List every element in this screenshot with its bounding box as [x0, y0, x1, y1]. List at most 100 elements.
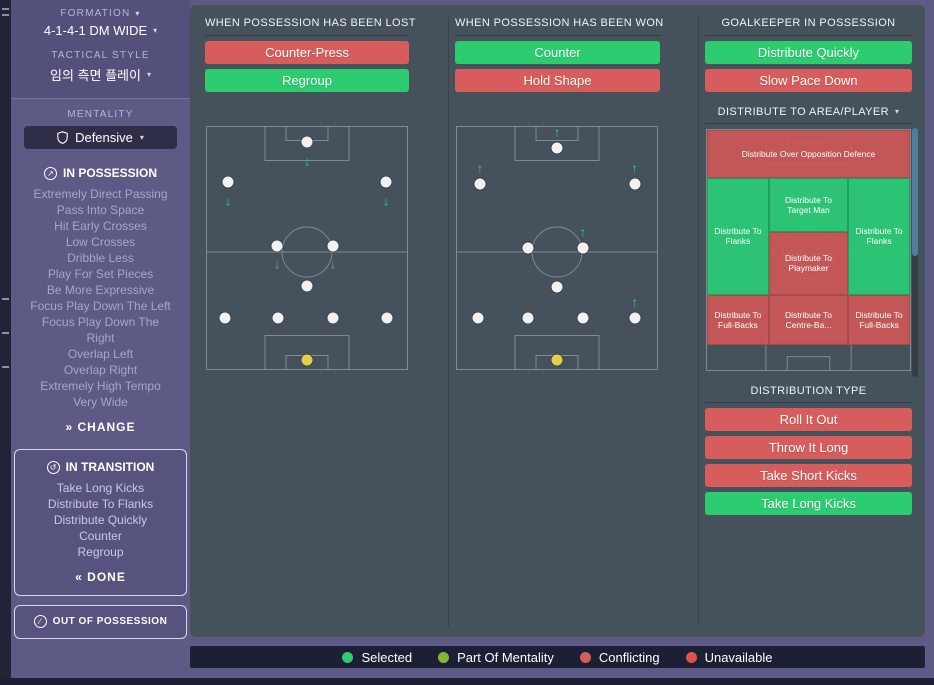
- distribution-type-section: DISTRIBUTION TYPE Roll It Out Throw It Lo…: [705, 385, 912, 515]
- scrollbar-thumb[interactable]: [912, 128, 918, 256]
- distribute-zone-distribute-to-playmaker[interactable]: Distribute To Playmaker: [769, 231, 848, 295]
- legend-item: Part Of Mentality: [438, 650, 554, 665]
- mentality-dropdown[interactable]: Defensive ▾: [24, 126, 177, 149]
- shield-icon: [57, 131, 68, 144]
- possession-lost-buttons: Counter-Press Regroup: [205, 41, 409, 92]
- distribute-zone-distribute-to-centre-ba-[interactable]: Distribute To Centre-Ba...: [769, 294, 848, 345]
- legend-dot-icon: [579, 651, 591, 663]
- distribution-type-title: DISTRIBUTION TYPE: [705, 385, 912, 403]
- distribute-zone-distribute-to-full-backs[interactable]: Distribute To Full-Backs: [847, 294, 911, 345]
- instruction-item: Focus Play Down The Left: [30, 299, 171, 313]
- legend-label: Conflicting: [598, 649, 660, 665]
- player-dot: [629, 312, 641, 324]
- done-button[interactable]: « DONE: [15, 570, 186, 584]
- in-transition-title: IN TRANSITION: [65, 460, 155, 474]
- left-scroll-strip[interactable]: [0, 0, 11, 685]
- instruction-item: Focus Play Down The Right: [41, 315, 160, 345]
- instruction-button-slow-pace-down[interactable]: Slow Pace Down: [705, 69, 912, 92]
- distribute-zone-distribute-to-target-man[interactable]: Distribute To Target Man: [769, 178, 848, 232]
- instruction-button-take-long-kicks[interactable]: Take Long Kicks: [705, 492, 912, 515]
- instruction-button-distribute-quickly[interactable]: Distribute Quickly: [705, 41, 912, 64]
- scroll-tick: [2, 8, 9, 10]
- change-button[interactable]: » CHANGE: [11, 420, 190, 434]
- out-of-possession-icon: ∕: [33, 615, 47, 628]
- formation-value: 4-1-4-1 DM WIDE: [43, 23, 148, 38]
- player-dot: [522, 242, 534, 254]
- instruction-button-hold-shape[interactable]: Hold Shape: [455, 69, 660, 92]
- player-dot: [301, 280, 313, 292]
- down-arrow-icon: ↓: [224, 193, 232, 209]
- down-arrow-icon: ↓: [303, 153, 311, 169]
- chevron-down-icon: ▾: [135, 8, 141, 18]
- instruction-button-counter-press[interactable]: Counter-Press: [205, 41, 409, 64]
- pitch-diagram-possession-lost: ↓ ↓ ↓ ↓ ↓: [205, 125, 409, 371]
- instruction-item: Regroup: [77, 545, 124, 559]
- player-dot: [474, 178, 486, 190]
- distribute-zone-distribute-over-opposition-defence[interactable]: Distribute Over Opposition Defence: [706, 129, 911, 178]
- instruction-item: Overlap Left: [67, 347, 134, 361]
- scrollbar[interactable]: [912, 128, 918, 377]
- distribution-type-buttons: Roll It Out Throw It Long Take Short Kicks…: [705, 408, 912, 515]
- in-possession-header: ↗ IN POSSESSION: [11, 166, 190, 180]
- instruction-item: Play For Set Pieces: [47, 267, 154, 281]
- legend-item: Unavailable: [685, 650, 773, 665]
- in-possession-item-list: Extremely Direct Passing Pass Into Space H…: [11, 186, 190, 410]
- instruction-item: Extremely Direct Passing: [33, 187, 168, 201]
- instruction-button-throw-it-long[interactable]: Throw It Long: [705, 436, 912, 459]
- instruction-item: Take Long Kicks: [56, 481, 145, 495]
- mentality-value: Defensive: [75, 130, 133, 145]
- possession-won-column: WHEN POSSESSION HAS BEEN WON Counter Hold…: [455, 5, 663, 370]
- formation-label: FORMATION: [60, 8, 131, 19]
- in-possession-title: IN POSSESSION: [62, 166, 158, 180]
- instruction-button-roll-it-out[interactable]: Roll It Out: [705, 408, 912, 431]
- in-transition-item-list: Take Long Kicks Distribute To Flanks Distr…: [15, 480, 186, 560]
- double-chevron-right-icon: »: [65, 420, 74, 434]
- tactical-style-dropdown[interactable]: 임의 측면 플레이 ▾: [19, 65, 182, 84]
- possession-lost-title: WHEN POSSESSION HAS BEEN LOST: [205, 17, 415, 36]
- sidebar-divider: [11, 98, 190, 99]
- player-dot: [577, 312, 589, 324]
- player-dot: [327, 312, 339, 324]
- player-dot: [381, 312, 393, 324]
- instruction-button-regroup[interactable]: Regroup: [205, 69, 409, 92]
- player-dot: [380, 176, 392, 188]
- column-separator: [698, 15, 699, 627]
- legend-label: Selected: [361, 649, 413, 665]
- scroll-tick: [2, 332, 9, 334]
- pitch-markings: [206, 126, 408, 370]
- player-dot: [271, 240, 283, 252]
- out-of-possession-panel[interactable]: ∕ OUT OF POSSESSION: [14, 605, 187, 639]
- instruction-button-counter[interactable]: Counter: [455, 41, 660, 64]
- distribute-area-dropdown[interactable]: DISTRIBUTE TO AREA/PLAYER ▾: [705, 106, 912, 124]
- instruction-item: Hit Early Crosses: [54, 219, 147, 233]
- bottom-bar: [0, 678, 934, 685]
- up-arrow-icon: ↑: [553, 124, 561, 140]
- player-dot: [629, 178, 641, 190]
- instruction-item: Pass Into Space: [56, 203, 145, 217]
- distribute-zone-distribute-to-flanks[interactable]: Distribute To Flanks: [847, 178, 911, 295]
- formation-dropdown[interactable]: 4-1-4-1 DM WIDE ▾: [19, 23, 182, 38]
- distribute-zone-distribute-to-full-backs[interactable]: Distribute To Full-Backs: [706, 294, 770, 345]
- player-dot: [219, 312, 231, 324]
- formation-header: FORMATION ▾: [19, 8, 182, 19]
- player-dot: [551, 281, 563, 293]
- player-dot: [551, 142, 563, 154]
- pitch-diagram-possession-won: ↑ ↑ ↑ ↑ ↑: [455, 125, 659, 371]
- chevron-down-icon: ▾: [153, 25, 158, 35]
- player-dot: [327, 240, 339, 252]
- double-chevron-left-icon: «: [75, 570, 83, 584]
- possession-won-buttons: Counter Hold Shape: [455, 41, 660, 92]
- instruction-item: Overlap Right: [63, 363, 138, 377]
- possession-won-title: WHEN POSSESSION HAS BEEN WON: [455, 17, 663, 36]
- done-label: DONE: [87, 570, 126, 584]
- instruction-button-take-short-kicks[interactable]: Take Short Kicks: [705, 464, 912, 487]
- distribute-zone-distribute-to-flanks[interactable]: Distribute To Flanks: [706, 178, 770, 295]
- legend-item: Conflicting: [579, 649, 660, 665]
- in-transition-panel: ↺ IN TRANSITION Take Long Kicks Distribut…: [14, 449, 187, 596]
- mentality-label: MENTALITY: [67, 109, 134, 120]
- down-arrow-icon: ↓: [382, 193, 390, 209]
- chevron-down-icon: ▾: [146, 69, 151, 79]
- player-dot: [577, 242, 589, 254]
- tactical-style-header: TACTICAL STYLE: [19, 50, 182, 61]
- goalkeeper-title: GOALKEEPER IN POSSESSION: [705, 17, 912, 36]
